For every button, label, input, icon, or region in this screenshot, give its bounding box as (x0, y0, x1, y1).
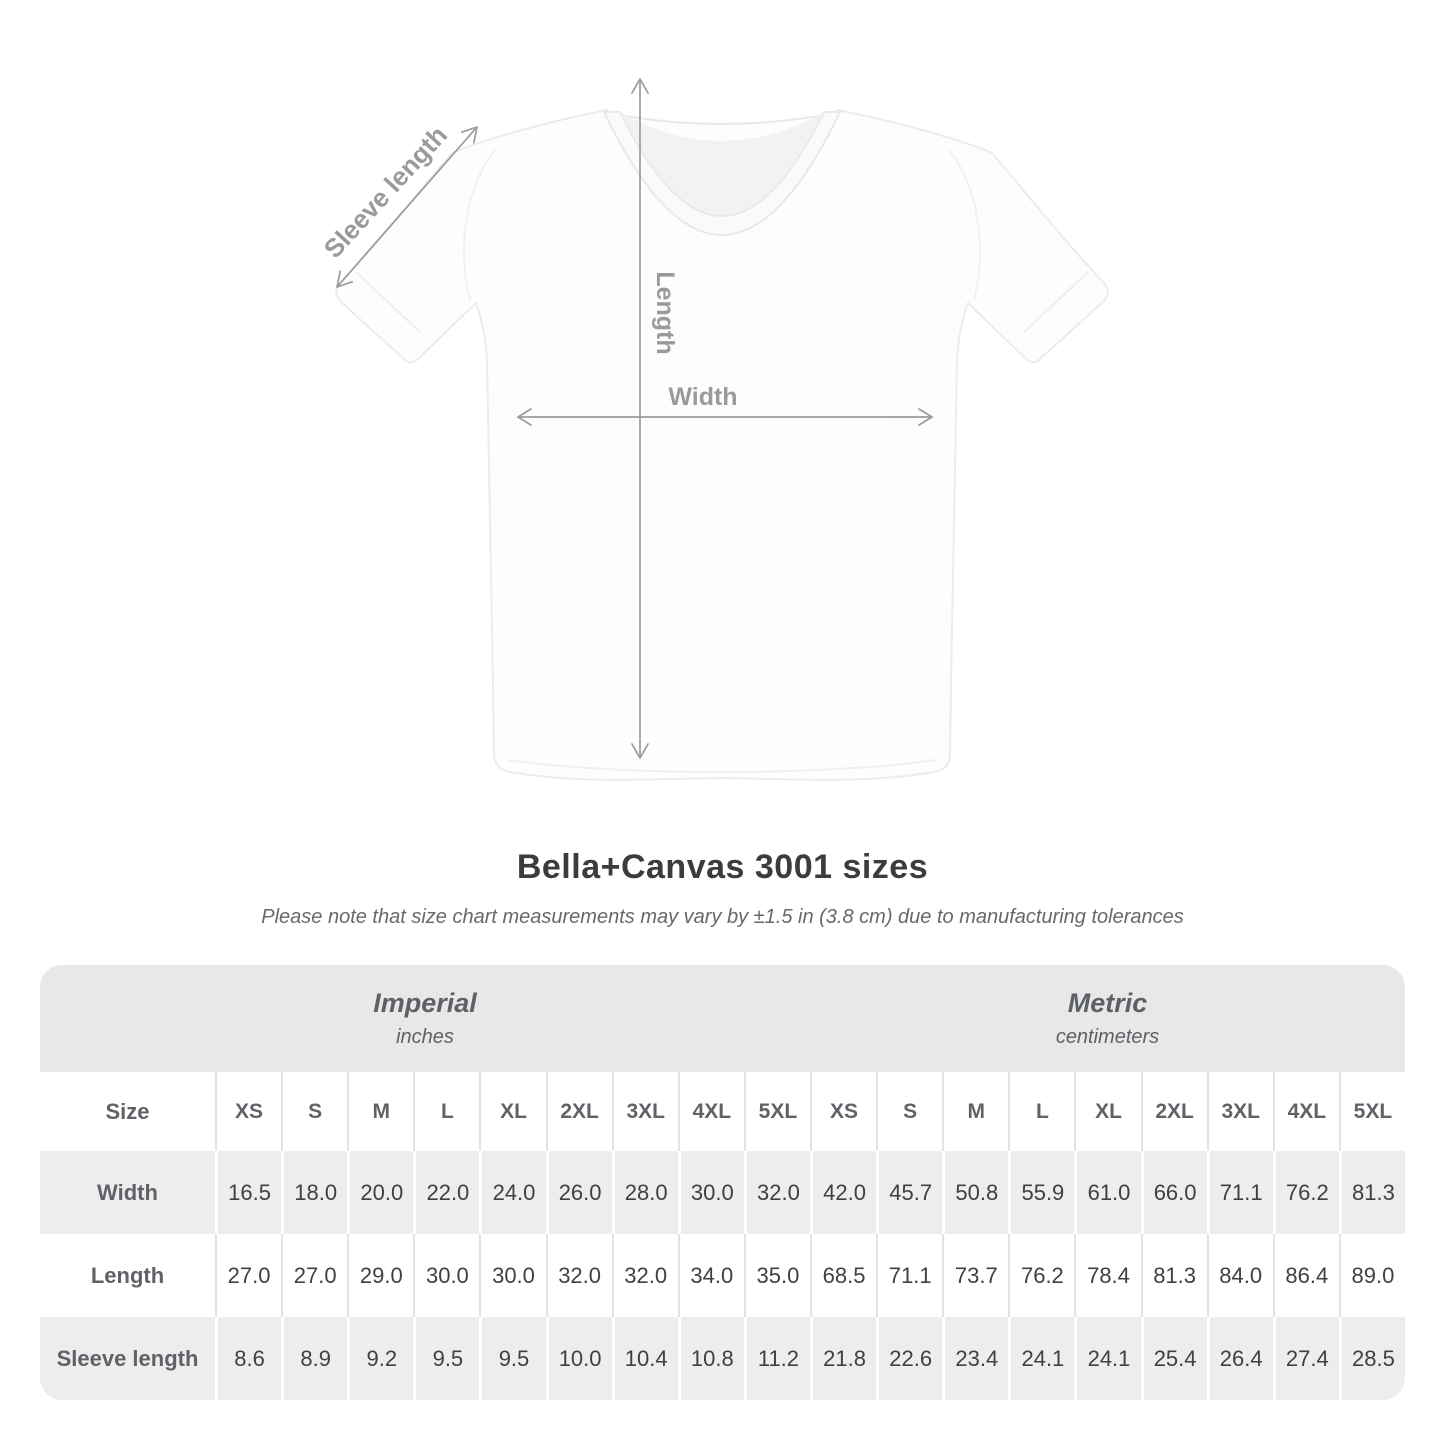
value-cell-imperial: 10.8 (677, 1317, 744, 1400)
value-cell-imperial: 26.0 (545, 1151, 612, 1234)
measurement-arrows (336, 78, 933, 759)
value-cell-metric: 89.0 (1338, 1234, 1405, 1317)
size-header-imperial: S (281, 1072, 348, 1151)
imperial-unit: inches (396, 1026, 454, 1048)
value-cell-metric: 24.1 (1008, 1317, 1075, 1400)
value-cell-imperial: 34.0 (677, 1234, 744, 1317)
width-label: Width (668, 383, 737, 411)
value-cell-imperial: 32.0 (545, 1234, 612, 1317)
measurement-row-label: Width (40, 1151, 215, 1234)
tshirt-diagram: Sleeve length Length Width (318, 78, 1109, 781)
value-cell-imperial: 29.0 (347, 1234, 414, 1317)
metric-header: Metric centimeters (810, 965, 1405, 1072)
value-cell-imperial: 8.6 (215, 1317, 282, 1400)
size-header-imperial: 3XL (611, 1072, 678, 1151)
value-cell-metric: 26.4 (1206, 1317, 1273, 1400)
value-cell-imperial: 9.5 (413, 1317, 480, 1400)
width-arrow (517, 408, 933, 426)
size-header-imperial: 2XL (545, 1072, 612, 1151)
value-cell-metric: 71.1 (876, 1234, 943, 1317)
measurement-row-label: Sleeve length (40, 1317, 215, 1400)
sleeve-length-arrow (336, 126, 478, 288)
size-header-metric: 4XL (1272, 1072, 1339, 1151)
value-cell-metric: 42.0 (810, 1151, 877, 1234)
value-cell-metric: 76.2 (1272, 1151, 1339, 1234)
value-cell-metric: 50.8 (942, 1151, 1009, 1234)
metric-title: Metric (1067, 988, 1148, 1018)
value-cell-metric: 28.5 (1338, 1317, 1405, 1400)
value-cell-imperial: 28.0 (611, 1151, 678, 1234)
value-cell-metric: 81.3 (1338, 1151, 1405, 1234)
value-cell-imperial: 27.0 (215, 1234, 282, 1317)
size-header-metric: M (942, 1072, 1009, 1151)
value-cell-imperial: 24.0 (479, 1151, 546, 1234)
value-cell-imperial: 10.0 (545, 1317, 612, 1400)
value-cell-imperial: 9.5 (479, 1317, 546, 1400)
value-cell-imperial: 22.0 (413, 1151, 480, 1234)
tshirt-illustration (335, 109, 1109, 781)
tolerance-note: Please note that size chart measurements… (261, 906, 1184, 928)
length-label: Length (651, 271, 679, 354)
value-cell-imperial: 11.2 (743, 1317, 810, 1400)
value-cell-imperial: 30.0 (413, 1234, 480, 1317)
value-cell-metric: 23.4 (942, 1317, 1009, 1400)
size-header-metric: XS (810, 1072, 877, 1151)
size-header-metric: L (1008, 1072, 1075, 1151)
value-cell-imperial: 32.0 (743, 1151, 810, 1234)
value-cell-metric: 68.5 (810, 1234, 877, 1317)
imperial-header: Imperial inches (40, 965, 810, 1072)
value-cell-metric: 25.4 (1140, 1317, 1207, 1400)
size-header-imperial: XL (479, 1072, 546, 1151)
size-header-metric: XL (1074, 1072, 1141, 1151)
value-cell-metric: 27.4 (1272, 1317, 1339, 1400)
value-cell-metric: 55.9 (1008, 1151, 1075, 1234)
value-cell-metric: 81.3 (1140, 1234, 1207, 1317)
size-column-header: Size (40, 1072, 215, 1151)
size-header-imperial: XS (215, 1072, 282, 1151)
measurement-row-label: Length (40, 1234, 215, 1317)
size-header-metric: 2XL (1140, 1072, 1207, 1151)
value-cell-imperial: 10.4 (611, 1317, 678, 1400)
size-header-imperial: 4XL (677, 1072, 744, 1151)
size-header-metric: S (876, 1072, 943, 1151)
size-table: Imperial inches Metric centimeters Size X… (40, 965, 1405, 1400)
value-cell-imperial: 20.0 (347, 1151, 414, 1234)
value-cell-imperial: 18.0 (281, 1151, 348, 1234)
value-cell-imperial: 8.9 (281, 1317, 348, 1400)
metric-unit: centimeters (1055, 1026, 1160, 1048)
value-cell-imperial: 30.0 (677, 1151, 744, 1234)
value-cell-metric: 73.7 (942, 1234, 1009, 1317)
value-cell-metric: 76.2 (1008, 1234, 1075, 1317)
value-cell-imperial: 35.0 (743, 1234, 810, 1317)
value-cell-imperial: 27.0 (281, 1234, 348, 1317)
value-cell-metric: 24.1 (1074, 1317, 1141, 1400)
value-cell-metric: 22.6 (876, 1317, 943, 1400)
size-header-metric: 5XL (1338, 1072, 1405, 1151)
value-cell-metric: 21.8 (810, 1317, 877, 1400)
value-cell-imperial: 9.2 (347, 1317, 414, 1400)
size-header-imperial: 5XL (743, 1072, 810, 1151)
size-header-imperial: M (347, 1072, 414, 1151)
value-cell-metric: 66.0 (1140, 1151, 1207, 1234)
imperial-title: Imperial (373, 988, 477, 1018)
page-title: Bella+Canvas 3001 sizes (516, 848, 929, 886)
size-header-imperial: L (413, 1072, 480, 1151)
length-arrow (631, 78, 649, 759)
value-cell-metric: 71.1 (1206, 1151, 1273, 1234)
value-cell-imperial: 30.0 (479, 1234, 546, 1317)
value-cell-metric: 61.0 (1074, 1151, 1141, 1234)
value-cell-metric: 78.4 (1074, 1234, 1141, 1317)
size-header-metric: 3XL (1206, 1072, 1273, 1151)
value-cell-metric: 86.4 (1272, 1234, 1339, 1317)
value-cell-imperial: 32.0 (611, 1234, 678, 1317)
value-cell-metric: 45.7 (876, 1151, 943, 1234)
value-cell-metric: 84.0 (1206, 1234, 1273, 1317)
value-cell-imperial: 16.5 (215, 1151, 282, 1234)
